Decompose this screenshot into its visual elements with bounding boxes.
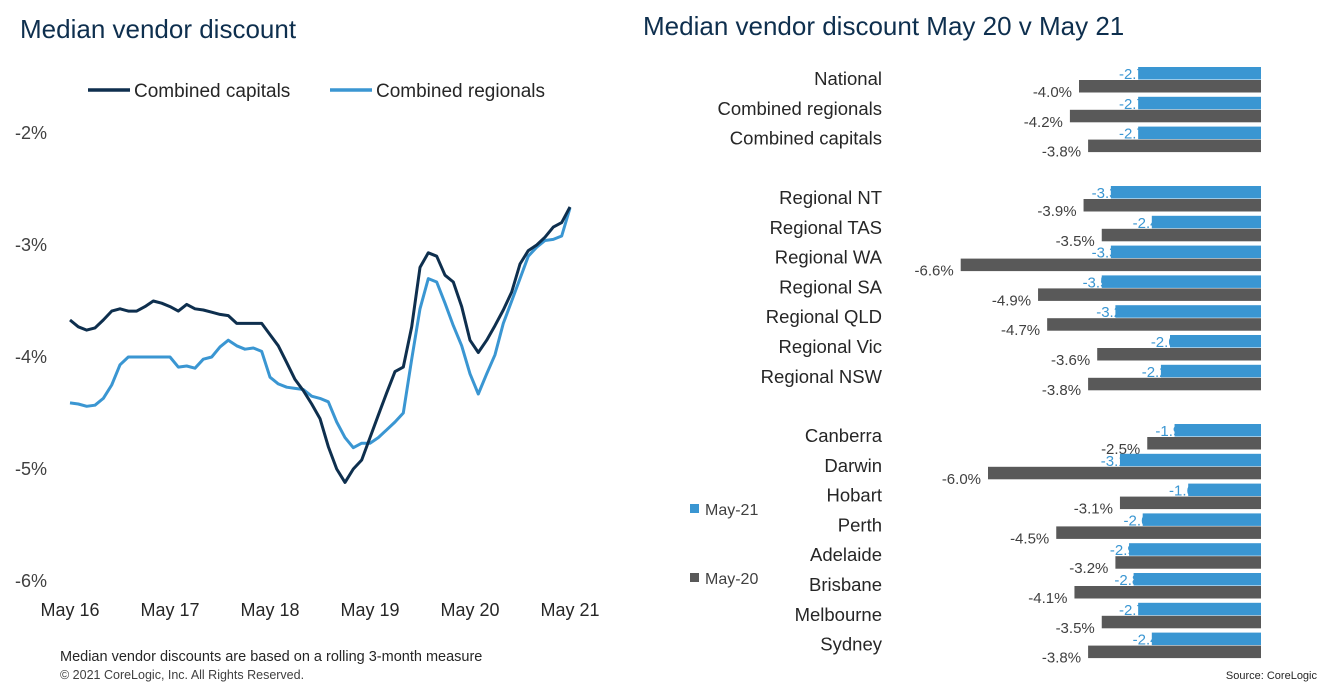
category-label: Darwin	[824, 455, 882, 476]
bar-label-may-20: -3.6%	[1051, 352, 1090, 369]
category-label: Melbourne	[795, 604, 882, 625]
legend-swatch	[690, 573, 699, 582]
category-label: Sydney	[820, 634, 882, 655]
y-tick-label: -6%	[15, 571, 47, 591]
bar-label-may-20: -3.9%	[1037, 203, 1076, 220]
x-tick-label: May 20	[440, 600, 499, 620]
category-label: Regional QLD	[766, 306, 882, 327]
line-chart-title: Median vendor discount	[20, 14, 297, 44]
line-chart-legend: Combined capitals Combined regionals	[88, 81, 545, 102]
source-note: Source: CoreLogic	[1226, 670, 1318, 682]
bar-chart-plot: National -2.7%-4.0%Combined regionals -2.7…	[717, 66, 1261, 667]
line-chart-y-axis: -2% -3% -4% -5% -6%	[15, 123, 47, 591]
bar-may-20	[961, 259, 1261, 272]
category-label: Perth	[838, 514, 882, 535]
bar-may-20	[1088, 378, 1261, 391]
bar-label-may-20: -6.6%	[915, 263, 954, 280]
bar-may-21	[1102, 275, 1261, 288]
legend-label: Combined regionals	[376, 81, 545, 102]
bar-may-20	[1084, 199, 1261, 212]
footnote: Median vendor discounts are based on a r…	[60, 649, 482, 665]
bar-label-may-20: -3.1%	[1074, 501, 1113, 518]
bar-may-20	[988, 467, 1261, 480]
x-tick-label: May 18	[240, 600, 299, 620]
bar-may-21	[1111, 186, 1261, 199]
bar-label-may-20: -4.9%	[992, 292, 1031, 309]
bar-may-20	[1147, 437, 1261, 450]
series-line-combined-capitals	[70, 207, 570, 483]
bar-may-20	[1056, 526, 1261, 539]
bar-label-may-20: -4.0%	[1033, 84, 1072, 101]
bar-label-may-20: -4.1%	[1028, 590, 1067, 607]
category-label: Regional SA	[779, 276, 883, 297]
x-tick-label: May 16	[40, 600, 99, 620]
bar-chart-title: Median vendor discount May 20 v May 21	[643, 11, 1124, 41]
bar-label-may-20: -4.7%	[1001, 322, 1040, 339]
category-label: Adelaide	[810, 544, 882, 565]
legend-label: May-21	[705, 502, 758, 519]
category-label: Brisbane	[809, 574, 882, 595]
bar-may-21	[1111, 246, 1261, 259]
bar-chart-legend: May-21 May-20	[690, 502, 758, 588]
category-label: Regional Vic	[778, 336, 882, 357]
bar-label-may-20: -3.5%	[1056, 233, 1095, 250]
y-tick-label: -3%	[15, 235, 47, 255]
category-label: Hobart	[826, 485, 882, 506]
bar-may-20	[1102, 616, 1261, 629]
category-label: Regional NSW	[761, 366, 883, 387]
bar-may-20	[1088, 646, 1261, 659]
category-label: Regional NT	[779, 187, 882, 208]
x-tick-label: May 17	[140, 600, 199, 620]
x-tick-label: May 19	[340, 600, 399, 620]
category-label: Combined regionals	[717, 98, 882, 119]
bar-may-20	[1097, 348, 1261, 361]
y-tick-label: -5%	[15, 459, 47, 479]
bar-label-may-20: -3.8%	[1042, 382, 1081, 399]
bar-label-may-20: -3.8%	[1042, 144, 1081, 161]
bar-may-20	[1038, 288, 1261, 301]
bar-may-20	[1102, 229, 1261, 242]
bar-may-21	[1115, 305, 1261, 318]
line-chart-plot	[70, 207, 570, 483]
y-tick-label: -2%	[15, 123, 47, 143]
bar-may-21	[1120, 454, 1261, 467]
bar-may-20	[1115, 556, 1261, 569]
category-label: Canberra	[805, 425, 883, 446]
bar-label-may-20: -4.5%	[1010, 530, 1049, 547]
category-label: Combined capitals	[730, 128, 882, 149]
legend-label: May-20	[705, 571, 758, 588]
bar-may-20	[1088, 140, 1261, 153]
y-tick-label: -4%	[15, 347, 47, 367]
x-tick-label: May 21	[540, 600, 599, 620]
bar-label-may-20: -3.5%	[1056, 620, 1095, 637]
legend-swatch	[690, 504, 699, 513]
category-label: Regional TAS	[770, 217, 882, 238]
bar-may-20	[1074, 586, 1261, 599]
bar-label-may-20: -6.0%	[942, 471, 981, 488]
legend-label: Combined capitals	[134, 81, 290, 102]
bar-label-may-20: -3.8%	[1042, 650, 1081, 667]
copyright: © 2021 CoreLogic, Inc. All Rights Reserv…	[60, 668, 304, 682]
bar-may-20	[1047, 318, 1261, 331]
bar-label-may-20: -3.2%	[1069, 560, 1108, 577]
line-chart-x-axis: May 16 May 17 May 18 May 19 May 20 May 21	[40, 600, 599, 620]
category-label: Regional WA	[775, 247, 883, 268]
bar-may-20	[1079, 80, 1261, 93]
bar-may-20	[1070, 110, 1261, 123]
bar-may-20	[1120, 497, 1261, 510]
category-label: National	[814, 68, 882, 89]
bar-label-may-20: -4.2%	[1024, 114, 1063, 131]
